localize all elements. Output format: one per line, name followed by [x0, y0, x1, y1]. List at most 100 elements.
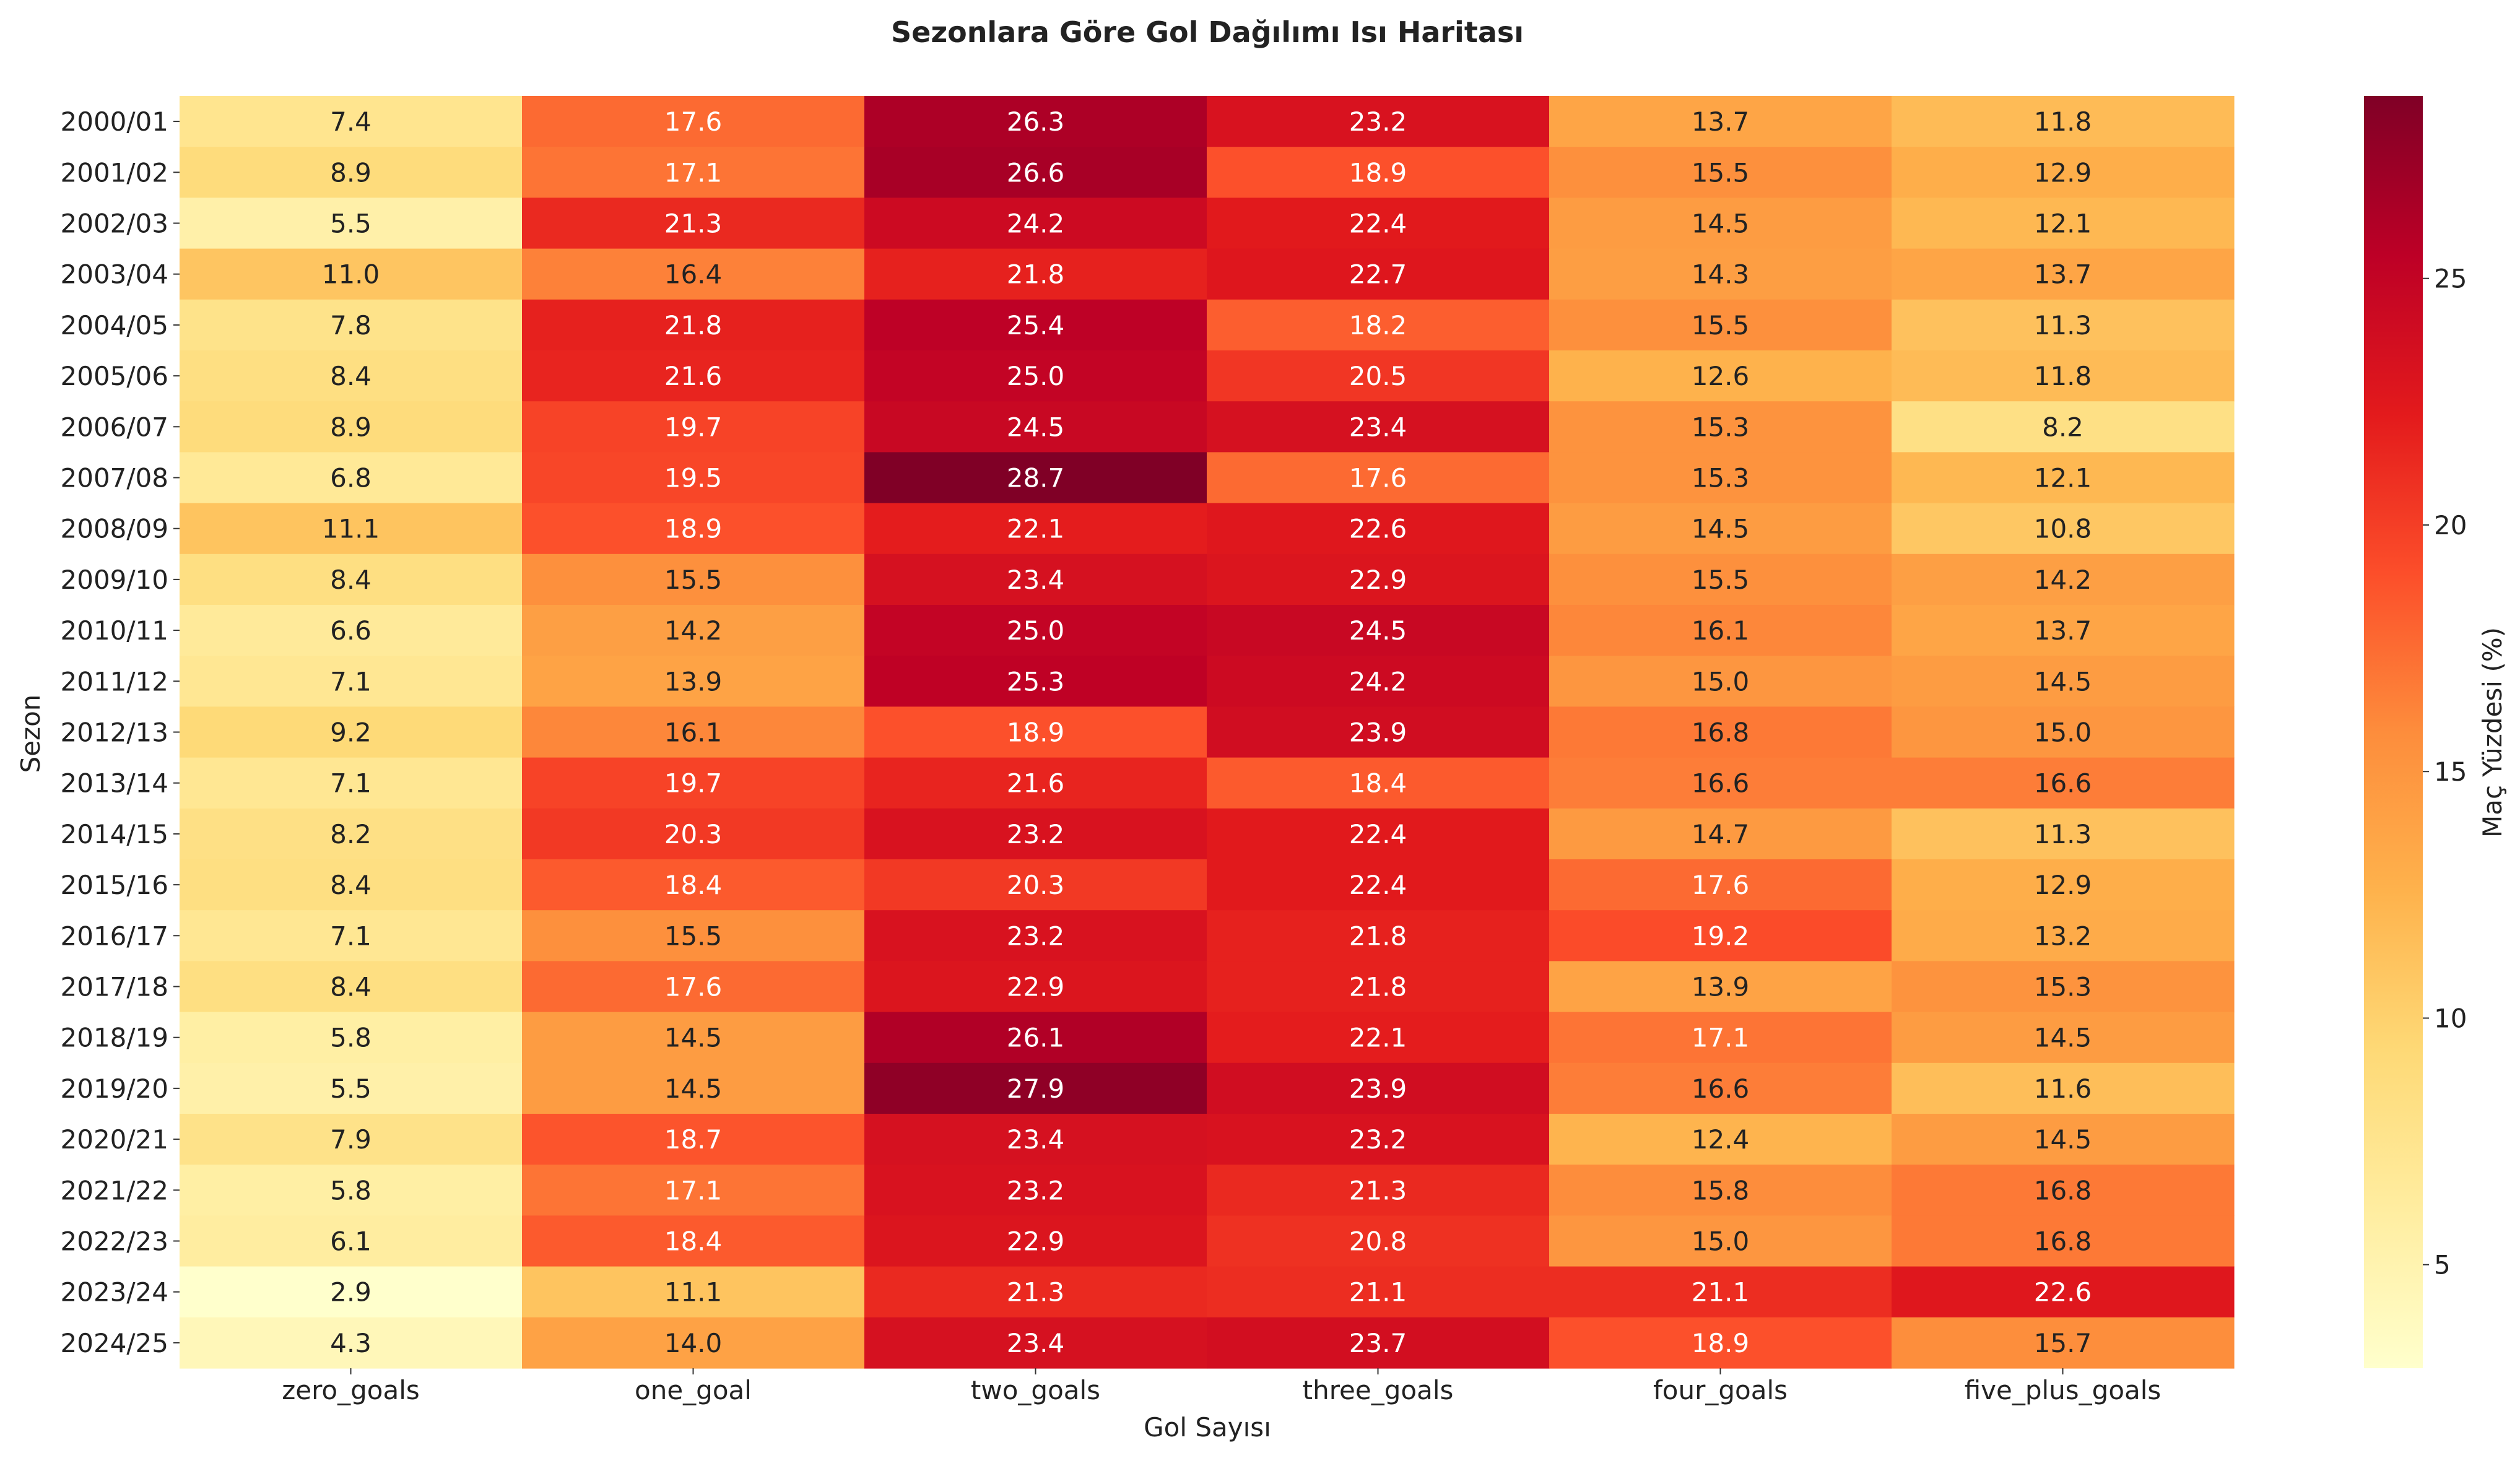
heatmap-cell	[1207, 605, 1550, 656]
cell-value-label: 14.3	[1692, 259, 1750, 290]
cell-value-label: 22.4	[1349, 209, 1407, 239]
goal-count-label: one_goal	[635, 1375, 752, 1405]
cell-value-label: 17.6	[664, 972, 723, 1002]
cell-value-label: 23.7	[1349, 1328, 1407, 1358]
heatmap-cell	[864, 350, 1207, 402]
heatmap-cell	[1549, 452, 1892, 504]
heatmap-cell	[1892, 452, 2235, 504]
heatmap-cell	[522, 1215, 865, 1267]
heatmap-cell	[180, 96, 523, 147]
cell-value-label: 14.5	[2034, 1124, 2092, 1155]
cell-value-label: 24.2	[1349, 666, 1407, 696]
cell-value-label: 23.2	[1007, 921, 1065, 951]
season-label: 2014/15	[61, 819, 168, 849]
heatmap-cell	[1892, 961, 2235, 1013]
cell-value-label: 16.8	[1692, 718, 1750, 748]
cell-value-label: 18.9	[1349, 157, 1407, 188]
season-label: 2018/19	[61, 1023, 168, 1053]
heatmap-cell	[180, 808, 523, 860]
cell-value-label: 24.2	[1007, 209, 1065, 239]
season-label: 2024/25	[61, 1328, 168, 1358]
cell-value-label: 14.2	[2034, 565, 2092, 595]
heatmap-cell	[864, 1317, 1207, 1369]
cell-value-label: 15.5	[1692, 157, 1750, 188]
heatmap-cell	[1892, 197, 2235, 250]
heatmap-cell	[1549, 197, 1892, 250]
cell-value-label: 23.2	[1007, 1175, 1065, 1205]
heatmap-cell	[1549, 96, 1892, 147]
cell-value-label: 6.6	[330, 615, 371, 646]
cell-value-label: 19.7	[664, 768, 723, 799]
cell-value-label: 16.6	[2034, 768, 2092, 799]
cell-value-label: 18.2	[1349, 310, 1407, 341]
heatmap-cell	[522, 910, 865, 961]
cell-value-label: 21.6	[1007, 768, 1065, 799]
cell-value-label: 18.9	[1692, 1328, 1750, 1358]
season-label: 2006/07	[61, 412, 168, 442]
cell-value-label: 11.6	[2034, 1074, 2092, 1104]
season-label: 2019/20	[61, 1074, 168, 1104]
heatmap-cell	[864, 553, 1207, 605]
cell-value-label: 22.9	[1007, 972, 1065, 1002]
cell-value-label: 11.3	[2034, 819, 2092, 849]
heatmap-cell	[1549, 147, 1892, 198]
cell-value-label: 21.3	[1349, 1175, 1407, 1205]
heatmap-cell	[180, 656, 523, 707]
heatmap-cell	[1207, 401, 1550, 453]
heatmap-cell	[1207, 1215, 1550, 1267]
cell-value-label: 21.3	[664, 209, 723, 239]
heatmap-cell	[522, 757, 865, 809]
cell-value-label: 28.7	[1007, 463, 1065, 493]
heatmap-cell	[1549, 808, 1892, 860]
heatmap-cell	[1892, 1062, 2235, 1114]
cell-value-label: 27.9	[1007, 1074, 1065, 1104]
goal-count-label: two_goals	[971, 1375, 1100, 1405]
cell-value-label: 24.5	[1349, 615, 1407, 646]
cell-value-label: 16.8	[2034, 1226, 2092, 1257]
heatmap-cell	[1207, 1062, 1550, 1114]
cell-value-label: 25.3	[1007, 666, 1065, 696]
cell-value-label: 23.9	[1349, 1074, 1407, 1104]
heatmap-cell	[1549, 961, 1892, 1013]
heatmap-cell	[522, 1165, 865, 1216]
heatmap-cell	[864, 197, 1207, 250]
cell-value-label: 19.5	[664, 463, 723, 493]
heatmap-cell	[864, 706, 1207, 758]
heatmap-cell	[1207, 248, 1550, 300]
season-label: 2005/06	[61, 361, 168, 391]
cell-value-label: 2.9	[330, 1277, 371, 1308]
heatmap-cell	[1549, 859, 1892, 911]
heatmap-cell	[1892, 757, 2235, 809]
cell-value-label: 6.8	[330, 463, 371, 493]
cell-value-label: 8.9	[330, 157, 371, 188]
season-label: 2002/03	[61, 209, 168, 239]
heatmap-cell	[864, 1215, 1207, 1267]
heatmap-cell	[522, 1062, 865, 1114]
season-label: 2016/17	[61, 921, 168, 951]
cell-value-label: 12.1	[2034, 463, 2092, 493]
cell-value-label: 11.0	[322, 259, 380, 290]
heatmap-cell	[1892, 503, 2235, 555]
cell-value-label: 15.3	[1692, 463, 1750, 493]
heatmap-cell	[1892, 1114, 2235, 1165]
heatmap-cell	[522, 503, 865, 555]
cell-value-label: 16.4	[664, 259, 723, 290]
cell-value-label: 8.2	[330, 819, 371, 849]
cell-value-label: 7.1	[330, 768, 371, 799]
cell-value-label: 21.8	[1349, 921, 1407, 951]
cell-value-label: 18.9	[664, 514, 723, 544]
heatmap-cell	[864, 1114, 1207, 1165]
cell-value-label: 8.2	[2042, 412, 2083, 442]
heatmap-cell	[1207, 299, 1550, 351]
heatmap-cell	[864, 1062, 1207, 1114]
heatmap-cell	[1892, 401, 2235, 453]
season-labels: 2000/01 2001/02 2002/03 2003/04 2004/05 2005/…	[61, 106, 180, 1358]
heatmap-cell	[1892, 248, 2235, 300]
heatmap-cell	[1207, 961, 1550, 1013]
heatmap-cell	[864, 859, 1207, 911]
heatmap-cell	[522, 706, 865, 758]
cell-value-label: 14.5	[1692, 514, 1750, 544]
cell-value-label: 15.8	[1692, 1175, 1750, 1205]
cell-value-label: 12.9	[2034, 157, 2092, 188]
heatmap-cell	[1207, 910, 1550, 961]
